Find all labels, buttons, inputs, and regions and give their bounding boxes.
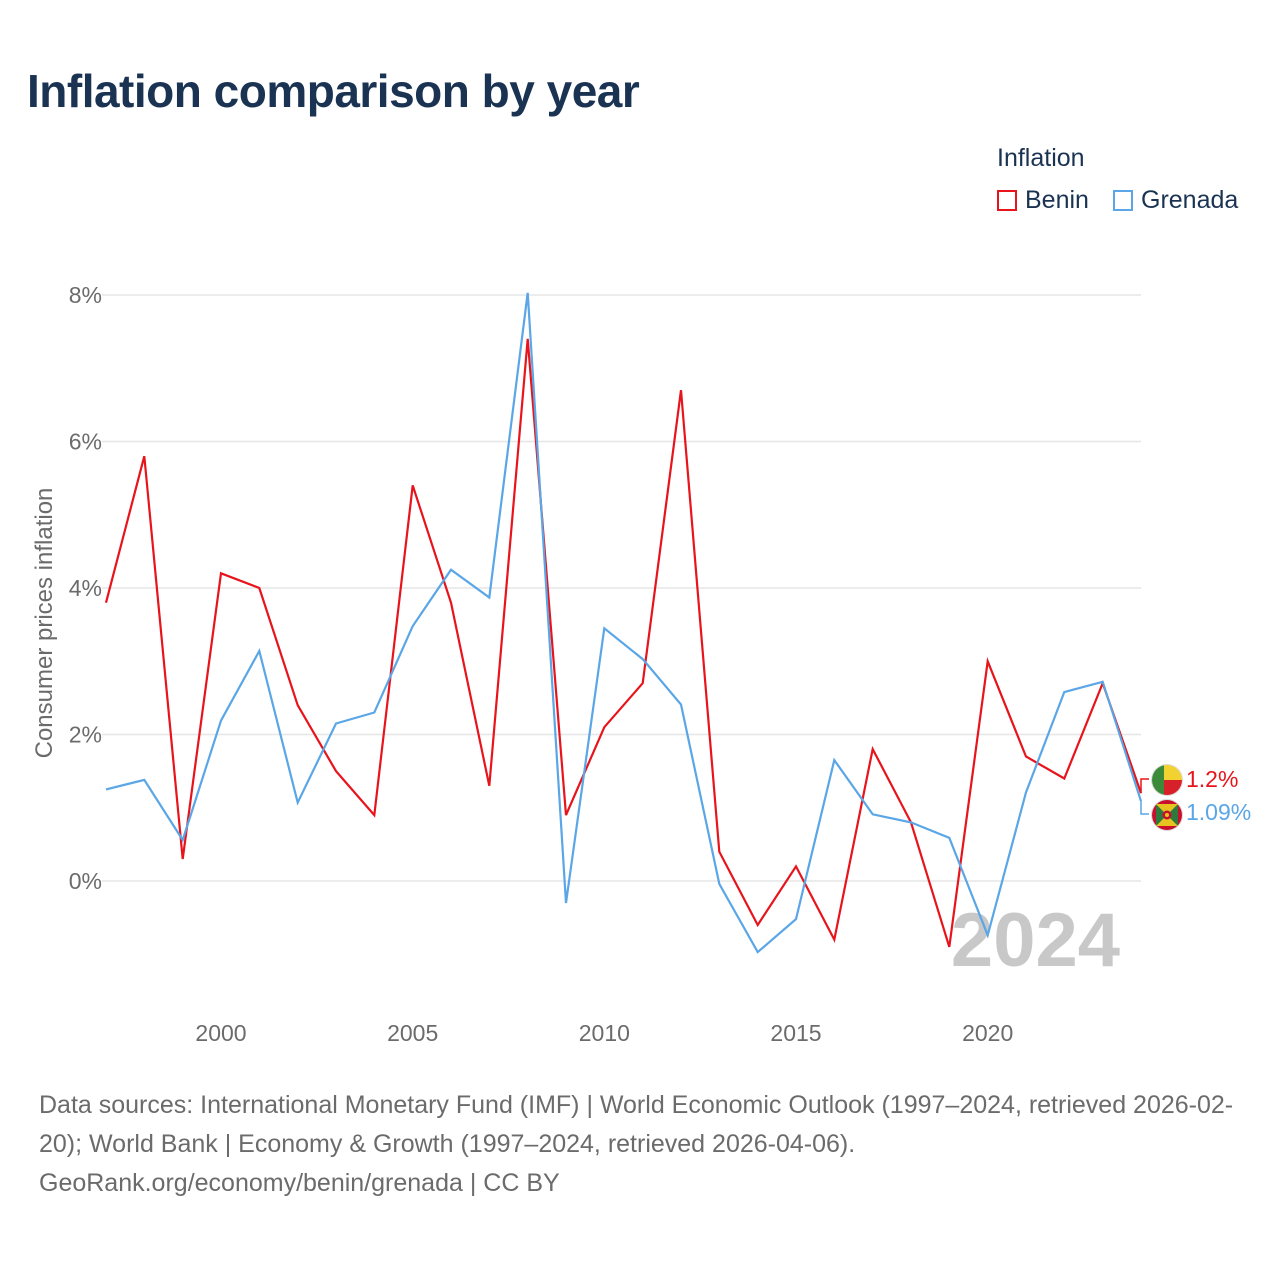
series-line-grenada[interactable] [105,292,1143,954]
end-connector-grenada [1140,801,1149,815]
chart-title: Inflation comparison by year [27,65,640,117]
series-layer [104,292,1143,954]
end-markers: 1.2% 1.09% [1140,766,1251,825]
end-value-label-grenada: 1.09% [1186,799,1251,825]
y-axis-label: Consumer prices inflation [31,488,58,759]
grid-layer [102,294,1141,882]
series-line-benin[interactable] [104,338,1143,948]
x-tick-label: 2015 [770,1020,821,1046]
y-tick-label: 0% [69,868,102,894]
end-value-label-benin: 1.2% [1186,766,1238,792]
x-tick-label: 2020 [962,1020,1013,1046]
grenada-flag-icon [1152,800,1182,830]
credit-link[interactable]: GeoRank.org/economy/benin/grenada | CC B… [39,1169,560,1197]
y-tick-label: 8% [69,282,102,308]
legend-title: Inflation [997,144,1085,172]
x-tick-label: 2010 [579,1020,630,1046]
legend-label-benin: Benin [1025,186,1089,214]
x-tick-label: 2005 [387,1020,438,1046]
data-sources-text: Data sources: International Monetary Fun… [39,1091,1234,1158]
legend-swatch-benin [997,190,1017,211]
current-year-watermark: 2024 [951,898,1120,983]
legend-label-grenada: Grenada [1141,186,1239,214]
line-chart: 0% 2% 4% 6% 8% 2000 2005 2010 2015 2020 2024 Con… [31,282,1251,1046]
legend-swatch-grenada [1113,190,1133,211]
benin-flag-icon [1152,765,1182,795]
y-tick-label: 4% [69,575,102,601]
footer: Data sources: International Monetary Fun… [39,1086,1249,1203]
x-axis-ticks: 2000 2005 2010 2015 2020 [195,1020,1013,1046]
x-tick-label: 2000 [195,1020,246,1046]
legend-item-grenada[interactable]: Grenada [1113,186,1238,215]
end-connector-benin [1140,778,1149,794]
y-tick-label: 2% [69,722,102,748]
y-axis-ticks: 0% 2% 4% 6% 8% [69,282,102,894]
legend-item-benin[interactable]: Benin [997,186,1089,215]
y-tick-label: 6% [69,429,102,455]
